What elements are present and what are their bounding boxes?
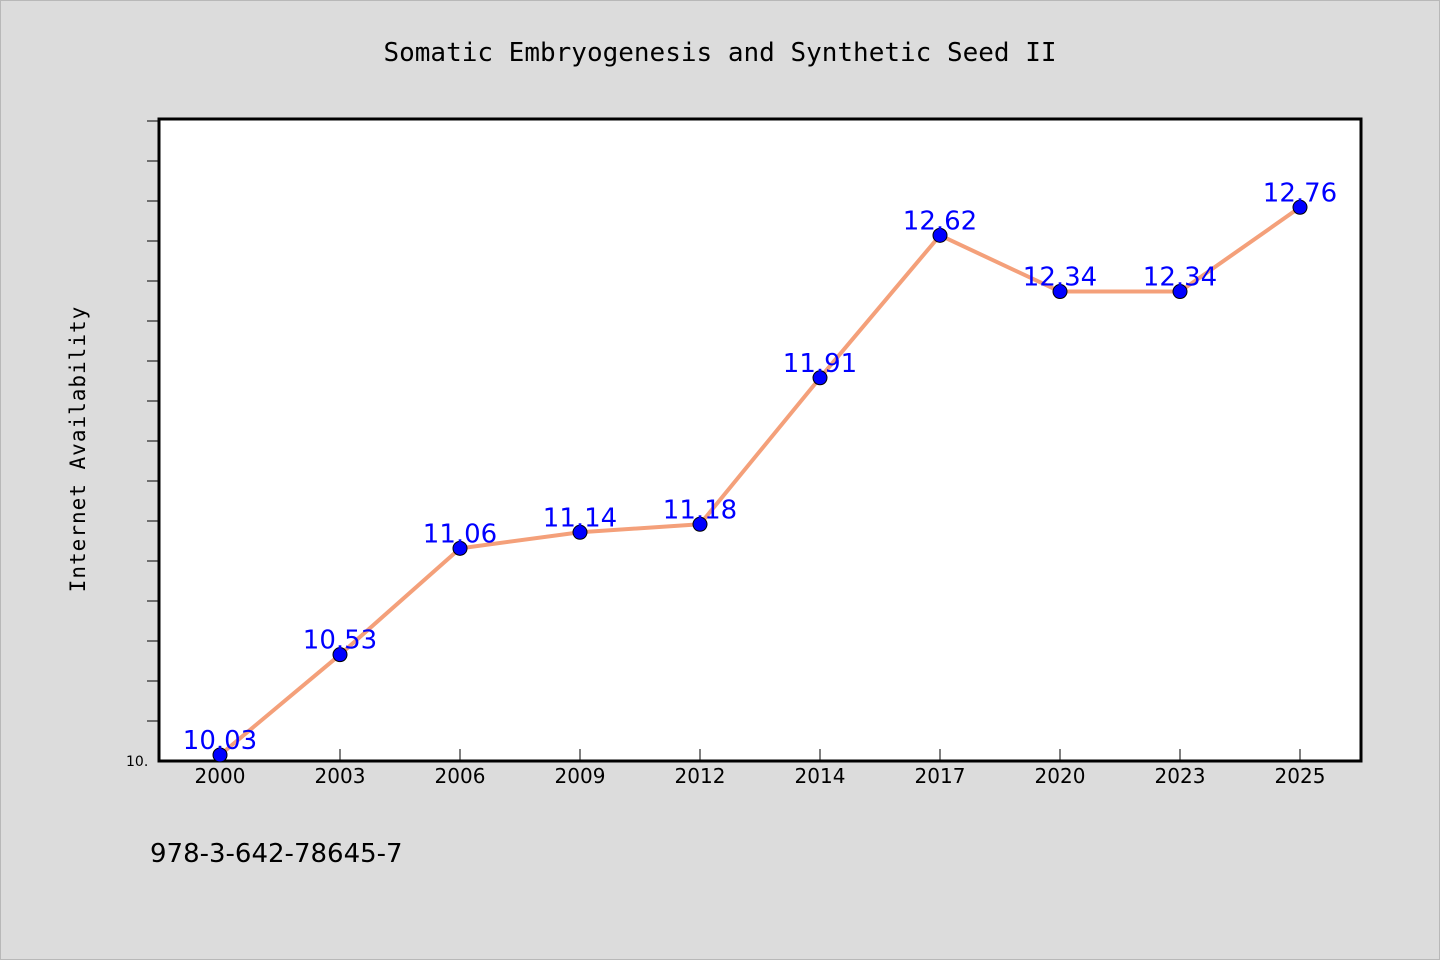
data-point [1052, 284, 1068, 300]
data-point [572, 524, 588, 540]
data-label: 12.62 [903, 206, 977, 236]
data-point [212, 747, 228, 763]
data-point [1292, 199, 1308, 215]
x-tick-label: 2025 [1275, 764, 1326, 788]
data-markers [212, 199, 1308, 763]
x-tick-label: 2003 [315, 764, 366, 788]
data-point [812, 370, 828, 386]
x-tick-label: 2006 [435, 764, 486, 788]
series-line [218, 205, 1302, 757]
x-tick-label: 2000 [195, 764, 246, 788]
data-point [452, 540, 468, 556]
data-point [332, 647, 348, 663]
data-label: 12.34 [1023, 263, 1097, 293]
data-label: 12.34 [1143, 263, 1217, 293]
y-axis-ticks [147, 120, 159, 722]
x-tick-label: 2020 [1035, 764, 1086, 788]
isbn-footer: 978-3-642-78645-7 [150, 839, 403, 869]
chart-title: Somatic Embryogenesis and Synthetic Seed… [383, 38, 1056, 68]
data-label: 11.18 [663, 495, 737, 525]
data-label: 10.03 [183, 726, 257, 756]
data-label: 10.53 [303, 626, 377, 656]
data-point [692, 516, 708, 532]
y-axis-min-label: 10. [126, 754, 148, 770]
x-tick-label: 2014 [795, 764, 846, 788]
data-point [1172, 284, 1188, 300]
x-tick-label: 2017 [915, 764, 966, 788]
data-point [932, 227, 948, 243]
y-axis-label: Internet Availability [66, 306, 90, 593]
x-tick-label: 2009 [555, 764, 606, 788]
data-label: 11.14 [543, 503, 617, 533]
x-tick-label: 2012 [675, 764, 726, 788]
data-label: 12.76 [1263, 178, 1337, 208]
x-axis-ticks: 2000 2003 2006 2009 2012 2014 2017 2020 2023 2025 [195, 749, 1326, 788]
data-label: 11.06 [423, 519, 497, 549]
data-label: 11.91 [783, 349, 857, 379]
data-labels: 10.03 10.53 11.06 11.14 11.18 11.91 12.62 12.34… [183, 178, 1337, 756]
plot-area [157, 117, 1363, 763]
x-tick-label: 2023 [1155, 764, 1206, 788]
